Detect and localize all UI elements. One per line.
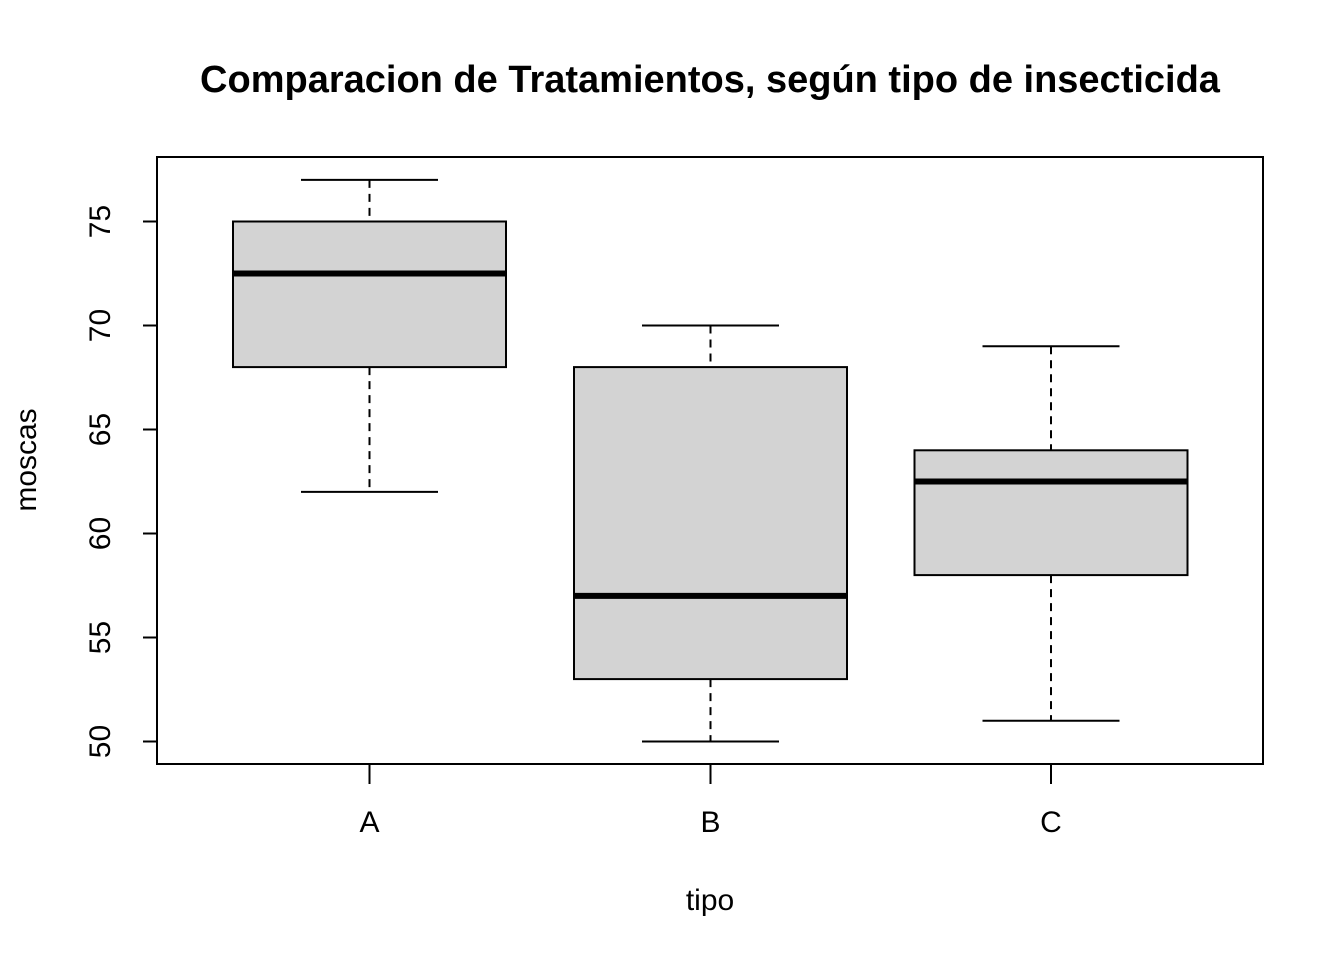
y-tick-label: 55 <box>84 621 117 654</box>
iqr-box <box>913 449 1189 577</box>
x-tick-label: B <box>700 806 720 839</box>
y-tick-label: 65 <box>84 413 117 446</box>
y-tick-label: 70 <box>84 309 117 342</box>
iqr-box <box>573 366 848 681</box>
y-axis: 50 55 60 65 70 75 <box>84 205 157 758</box>
x-axis: A B C <box>359 764 1062 839</box>
chart-title: Comparacion de Tratamientos, según tipo … <box>200 59 1221 101</box>
x-tick-label: A <box>359 806 379 839</box>
y-tick-label: 75 <box>84 205 117 238</box>
x-axis-label: tipo <box>686 884 734 917</box>
box-c <box>913 345 1189 722</box>
box-a <box>232 178 507 493</box>
box-b <box>573 324 848 743</box>
y-tick-label: 60 <box>84 517 117 550</box>
x-tick-label: C <box>1040 806 1062 839</box>
y-axis-label: moscas <box>10 408 43 511</box>
y-tick-label: 50 <box>84 725 117 758</box>
iqr-box <box>232 220 507 369</box>
plot-area <box>156 156 1264 765</box>
